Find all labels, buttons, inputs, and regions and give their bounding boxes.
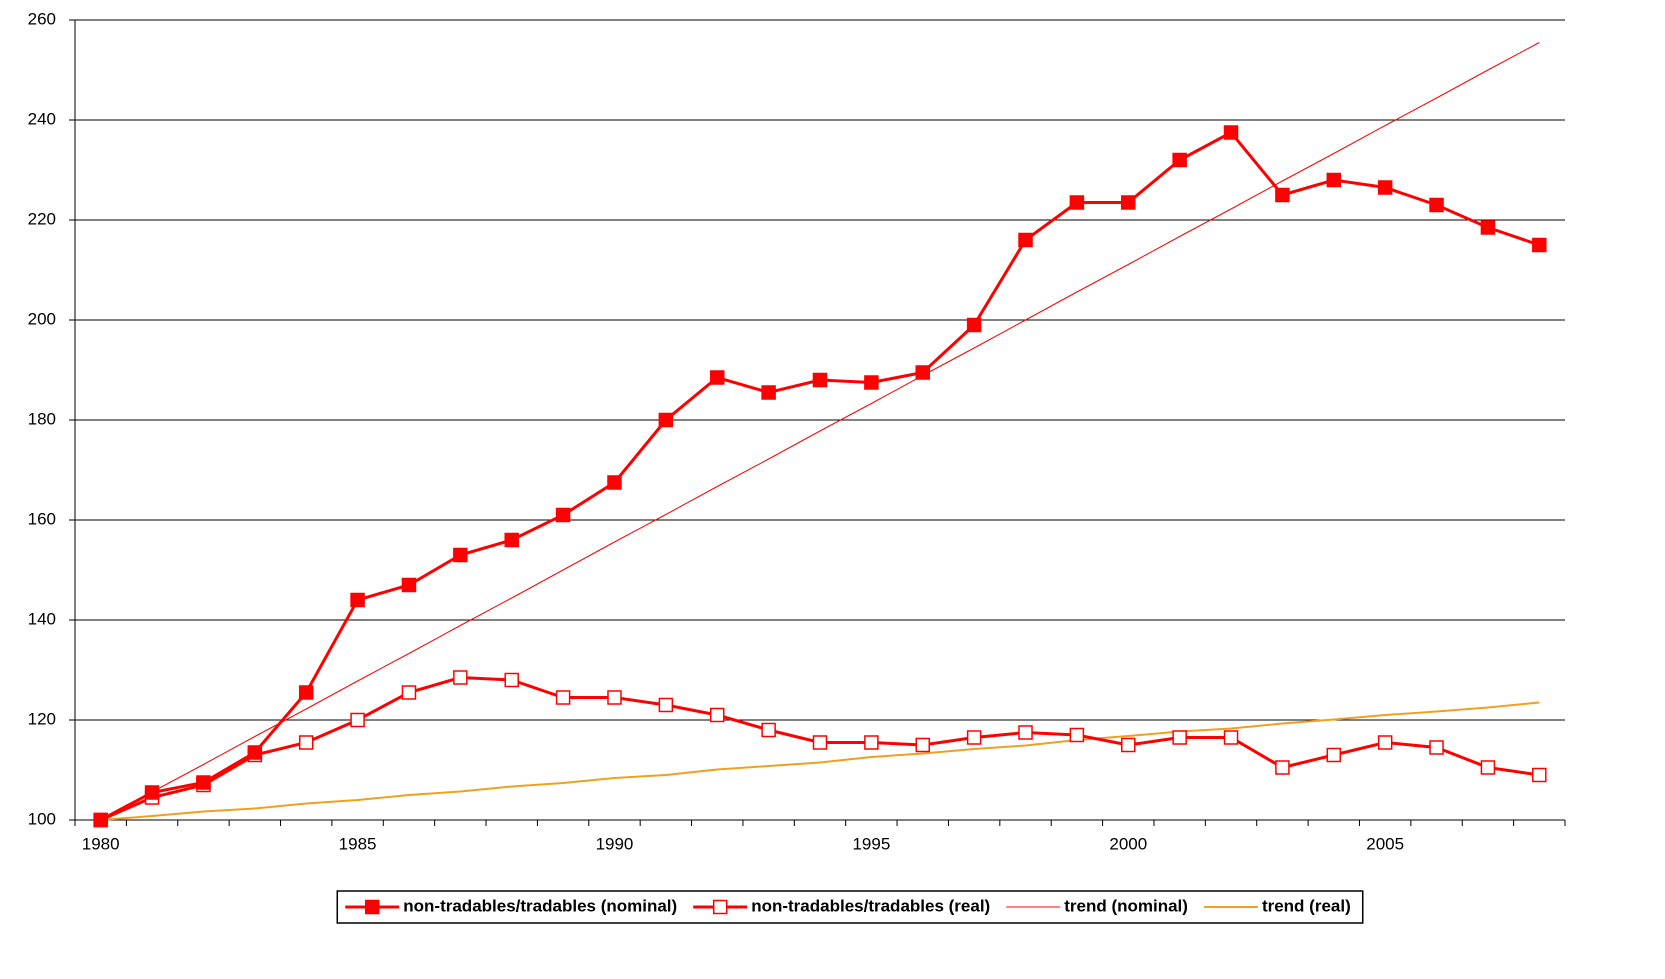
data-point [864,735,879,750]
y-tick-label: 120 [28,709,56,728]
data-point [1429,740,1444,755]
data-point [607,690,622,705]
data-point [1326,747,1342,763]
data-point [761,722,776,738]
legend-marker [365,899,380,915]
data-point [658,697,674,713]
legend-label: trend (nominal) [1064,896,1188,915]
legend-label: trend (real) [1262,896,1351,915]
data-point [298,735,314,750]
y-tick-label: 100 [28,809,56,828]
series-line [100,42,1540,821]
legend-label: non-tradables/tradables (real) [751,896,990,915]
data-point [1069,727,1085,743]
data-point [298,685,314,700]
data-point [555,507,571,523]
data-point [1121,737,1136,753]
data-point [812,372,828,388]
data-point [1377,735,1393,750]
data-point [453,670,468,685]
data-point [915,737,931,753]
data-point [1223,730,1239,745]
x-tick-label: 2005 [1366,834,1404,853]
data-point [709,707,725,723]
data-point [915,365,931,380]
legend-box [336,890,1364,924]
x-tick-label: 1985 [339,834,377,853]
series-line [100,701,1540,821]
data-point [864,375,879,390]
data-point [1326,172,1342,188]
data-point [1377,180,1393,195]
y-tick-label: 200 [28,309,56,328]
data-point [1223,125,1239,140]
x-tick-label: 1990 [596,834,634,853]
data-point [966,730,982,745]
legend-label: non-tradables/tradables (nominal) [403,896,677,915]
data-point [1018,232,1033,248]
data-point [1480,220,1496,235]
legend-marker [712,899,728,915]
data-point [761,385,776,400]
data-point [504,672,519,688]
data-point [1275,187,1290,203]
data-point [607,475,622,490]
data-point [247,745,263,760]
data-point [1275,760,1290,775]
y-tick-label: 140 [28,609,56,628]
x-tick-label: 1995 [852,834,890,853]
data-point [1480,760,1496,775]
legend: non-tradables/tradables (nominal) non-tra… [336,890,1364,924]
x-tick-label: 2000 [1109,834,1147,853]
data-point [196,775,211,790]
data-point [93,812,108,828]
data-point [1429,197,1444,213]
y-tick-label: 180 [28,409,56,428]
y-tick-label: 220 [28,209,56,228]
data-point [1121,195,1136,210]
data-point [350,592,365,608]
data-point [966,317,982,333]
data-point [144,785,160,800]
data-point [555,690,571,705]
data-point [401,577,417,593]
data-point [453,547,468,563]
y-tick-label: 160 [28,509,56,528]
data-point [709,370,725,385]
data-point [1069,195,1085,210]
data-point [350,712,365,728]
data-point [1172,152,1187,168]
data-point [1018,725,1033,740]
data-point [401,685,417,700]
data-point [1172,730,1187,745]
data-point [658,412,674,428]
data-point [1532,237,1547,253]
series-line [99,130,1540,822]
data-point [504,532,519,548]
y-tick-label: 240 [28,109,56,128]
data-point [1532,767,1547,783]
y-tick-label: 260 [28,9,56,28]
x-tick-label: 1980 [82,834,120,853]
data-point [812,735,828,750]
